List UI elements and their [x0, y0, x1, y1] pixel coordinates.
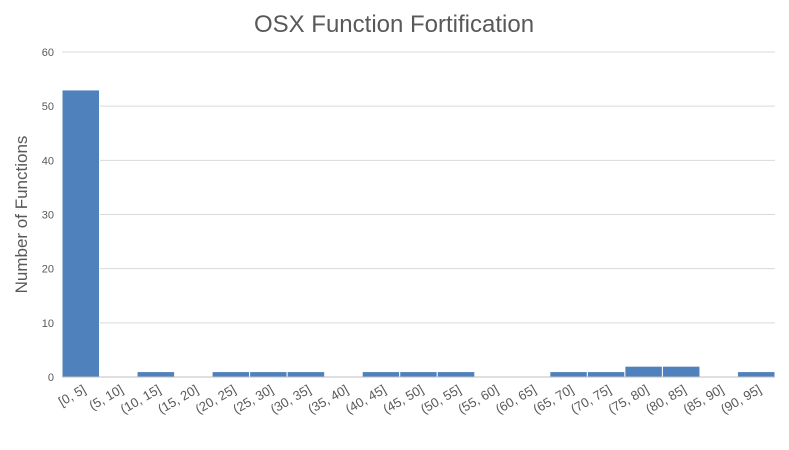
x-tick-label-7: (35, 40] — [305, 382, 351, 417]
y-tick-label-60: 60 — [42, 47, 54, 59]
x-tick-label-12: (60, 65] — [493, 382, 539, 417]
bar-16 — [661, 365, 701, 378]
x-tick-label-14: (70, 75] — [568, 382, 614, 417]
y-tick-label-50: 50 — [42, 101, 54, 113]
bar-9 — [399, 371, 438, 378]
y-tick-label-0: 0 — [48, 372, 54, 384]
x-tick-label-11: (55, 60] — [455, 382, 501, 417]
bar-14 — [586, 371, 626, 378]
bar-5 — [249, 371, 288, 378]
gridlines — [62, 51, 775, 324]
x-tick-label-13: (65, 70] — [530, 382, 576, 417]
bar-2 — [136, 371, 176, 378]
x-tick-label-18: (90, 95] — [718, 382, 764, 417]
x-tick-labels: [0, 5](5, 10](10, 15](15, 20](20, 25](25… — [56, 382, 764, 417]
x-tick-label-2: (10, 15] — [118, 382, 164, 417]
y-tick-label-30: 30 — [42, 210, 54, 222]
x-tick-label-9: (45, 50] — [380, 382, 426, 417]
y-tick-label-10: 10 — [42, 318, 54, 330]
y-tick-labels: 0 10 20 30 40 50 60 — [42, 47, 54, 384]
bar-4 — [211, 371, 251, 378]
chart-title: OSX Function Fortification — [254, 11, 534, 38]
bar-18 — [736, 371, 776, 378]
bars — [61, 89, 776, 378]
bar-10 — [436, 371, 476, 378]
bar-6 — [286, 371, 326, 378]
bar-15 — [624, 365, 663, 378]
bar-0 — [61, 89, 101, 378]
x-tick-label-4: (20, 25] — [193, 382, 239, 417]
x-tick-label-3: (15, 20] — [155, 382, 201, 417]
x-tick-label-5: (25, 30] — [230, 382, 276, 417]
x-tick-label-0: [0, 5] — [56, 382, 89, 409]
bar-8 — [361, 371, 401, 378]
x-tick-label-8: (40, 45] — [343, 382, 389, 417]
x-tick-label-15: (75, 80] — [605, 382, 651, 417]
x-tick-label-6: (30, 35] — [268, 382, 314, 417]
y-axis-label: Number of Functions — [12, 136, 31, 294]
x-tick-label-16: (80, 85] — [643, 382, 689, 417]
y-tick-label-20: 20 — [42, 264, 54, 276]
x-tick-label-17: (85, 90] — [681, 382, 727, 417]
x-tick-label-10: (50, 55] — [418, 382, 464, 417]
bar-13 — [549, 371, 588, 378]
y-tick-label-40: 40 — [42, 155, 54, 167]
